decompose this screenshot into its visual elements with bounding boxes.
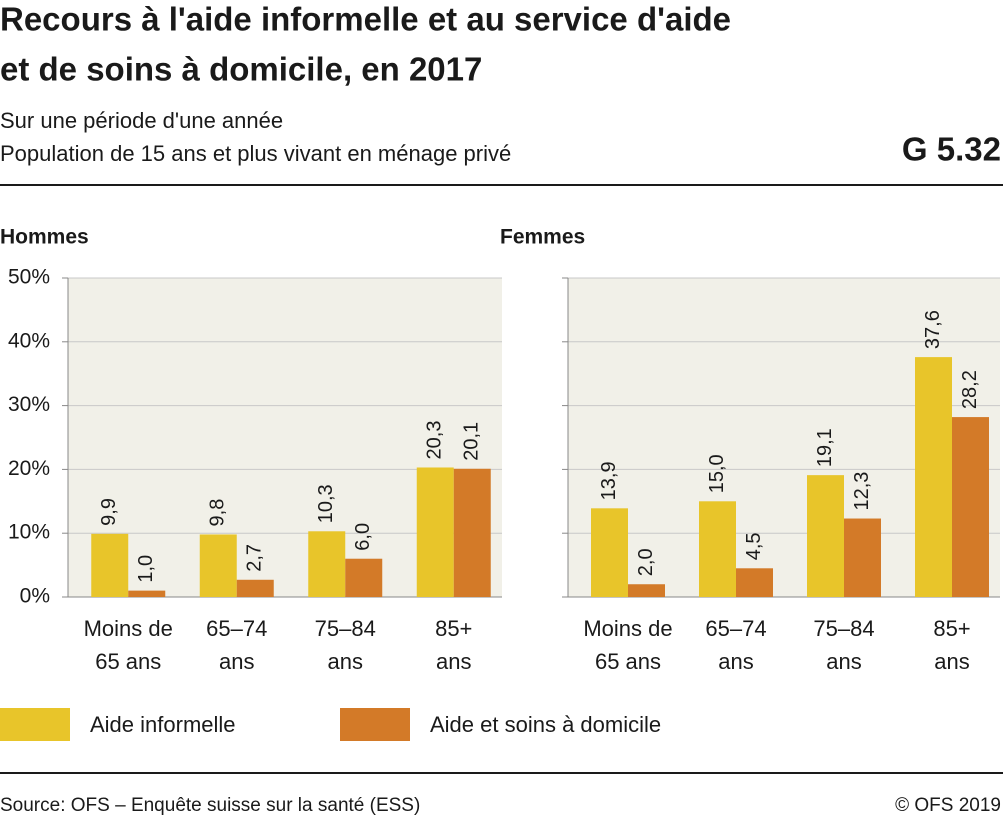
x-tick-label: Moins de 65 ans	[583, 616, 672, 674]
bar	[91, 533, 129, 597]
value-label: 20,3	[424, 421, 446, 460]
bar	[807, 475, 844, 597]
bar	[591, 508, 628, 597]
value-label: 13,9	[598, 461, 620, 500]
y-tick-label: 20%	[8, 457, 50, 480]
panel-title: Hommes	[0, 226, 89, 249]
value-label: 9,8	[207, 499, 229, 527]
x-tick-label: 75–84 ans	[813, 616, 874, 674]
value-label: 6,0	[352, 523, 374, 551]
value-label: 28,2	[959, 370, 981, 409]
y-tick-label: 0%	[20, 585, 50, 608]
bar	[128, 590, 166, 597]
value-label: 2,0	[635, 548, 657, 576]
x-tick-label: 65–74 ans	[705, 616, 766, 674]
value-label: 20,1	[461, 422, 483, 461]
value-label: 19,1	[814, 428, 836, 467]
legend-swatch	[340, 708, 410, 741]
bar	[199, 534, 237, 597]
bar	[236, 579, 274, 597]
value-label: 1,0	[135, 555, 157, 583]
y-tick-label: 30%	[8, 393, 50, 416]
bar	[416, 467, 454, 597]
bar	[952, 417, 989, 597]
bar	[844, 518, 881, 597]
value-label: 12,3	[851, 472, 873, 511]
title-line: et de soins à domicile, en 2017	[0, 51, 482, 88]
y-tick-label: 40%	[8, 329, 50, 352]
chart-code: G 5.32	[902, 131, 1001, 168]
bar	[736, 568, 773, 597]
panel-title: Femmes	[500, 226, 585, 249]
bar	[453, 468, 491, 597]
value-label: 37,6	[922, 310, 944, 349]
bar	[345, 558, 383, 597]
legend-swatch	[0, 708, 70, 741]
copyright: © OFS 2019	[895, 795, 1001, 816]
bar	[308, 531, 346, 597]
legend-label: Aide informelle	[90, 712, 236, 737]
x-tick-label: 85+ ans	[933, 616, 970, 674]
x-tick-label: 65–74 ans	[206, 616, 267, 674]
value-label: 10,3	[315, 484, 337, 523]
subtitle-line: Population de 15 ans et plus vivant en m…	[0, 141, 511, 166]
y-tick-label: 50%	[8, 266, 50, 289]
x-tick-label: 75–84 ans	[315, 616, 376, 674]
source: Source: OFS – Enquête suisse sur la sant…	[0, 795, 420, 816]
value-label: 2,7	[244, 544, 266, 572]
bar	[915, 357, 952, 597]
bar	[699, 501, 736, 597]
bar	[628, 584, 665, 597]
value-label: 4,5	[743, 532, 765, 560]
x-tick-label: Moins de 65 ans	[84, 616, 173, 674]
value-label: 15,0	[706, 454, 728, 493]
value-label: 9,9	[98, 498, 120, 526]
subtitle-line: Sur une période d'une année	[0, 108, 283, 133]
x-tick-label: 85+ ans	[435, 616, 472, 674]
y-tick-label: 10%	[8, 521, 50, 544]
title-line: Recours à l'aide informelle et au servic…	[0, 1, 731, 38]
legend-label: Aide et soins à domicile	[430, 712, 661, 737]
